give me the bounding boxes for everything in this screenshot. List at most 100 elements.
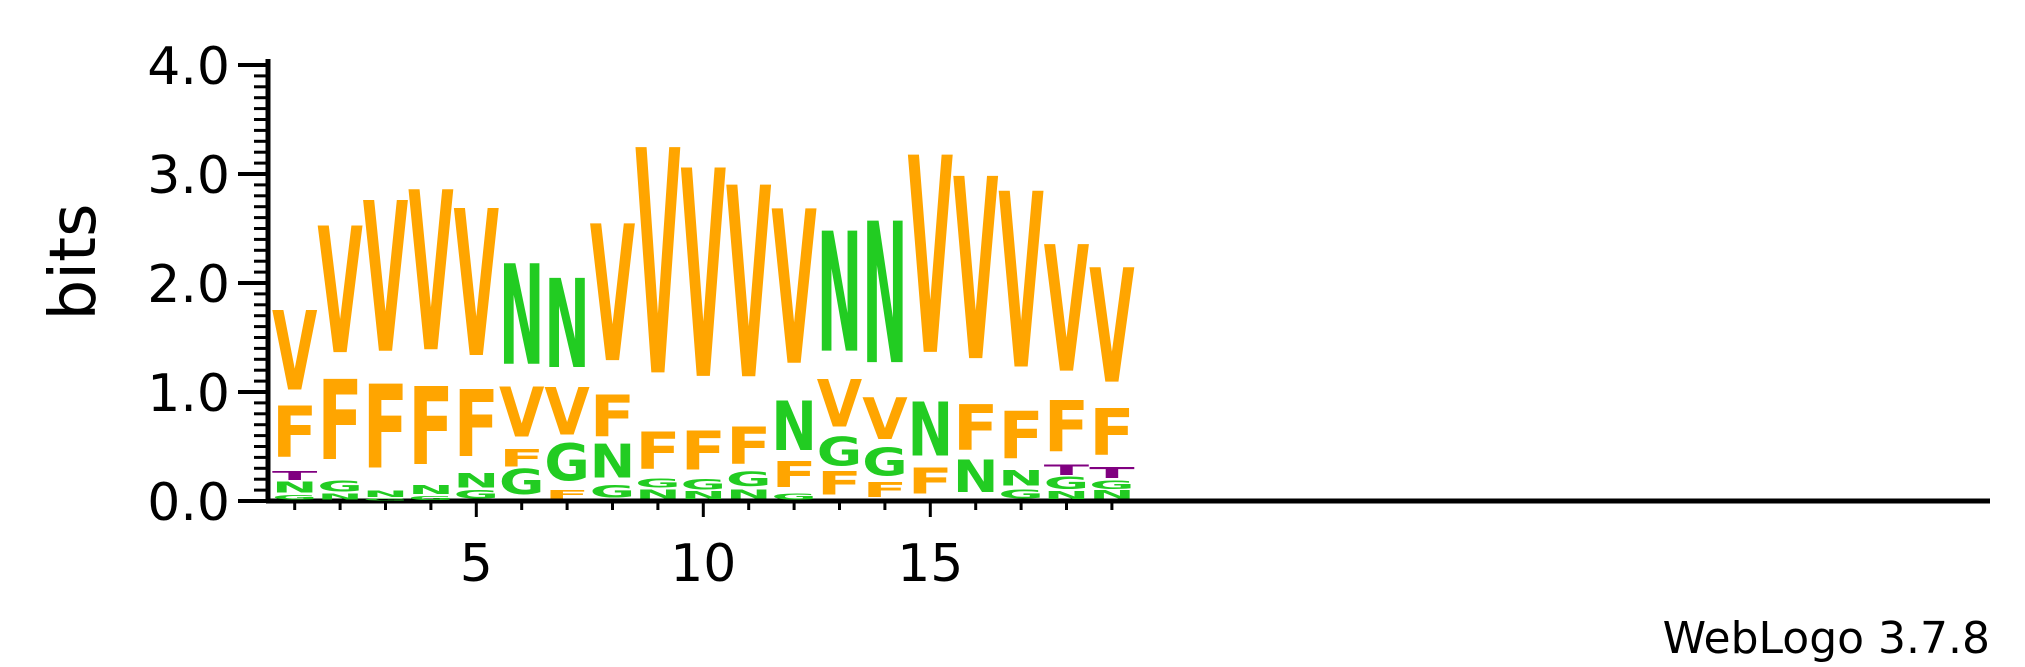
logo-letter-n: N (544, 254, 589, 396)
logo-letter-n: N (953, 450, 998, 502)
logo-letter-v: V (317, 191, 362, 393)
logo-letter-f: F (363, 362, 408, 495)
logo-letter-n: N (408, 482, 453, 497)
logo-letter-n: N (499, 236, 544, 397)
logo-letter-g: G (771, 492, 816, 501)
logo-letter-g: G (544, 434, 589, 493)
logo-letter-f: F (681, 420, 726, 482)
logo-letter-n: N (590, 434, 635, 488)
logo-letter-f: F (862, 478, 907, 502)
logo-stack: FNV (908, 102, 953, 503)
logo-letter-v: V (817, 366, 862, 443)
weblogo-credit: WebLogo 3.7.8 (1663, 613, 1990, 664)
y-axis-title: bits (37, 204, 111, 321)
x-tick-label: 5 (460, 534, 493, 594)
logo-letter-n: N (681, 490, 726, 502)
logo-letter-f: F (1089, 397, 1134, 470)
logo-letter-g: G (681, 477, 726, 493)
logo-letter-v: V (998, 144, 1043, 424)
logo-letter-g: G (363, 498, 408, 501)
logo-letter-v: V (862, 386, 907, 453)
logo-letter-v: V (499, 374, 545, 454)
logo-letter-f: F (726, 416, 771, 475)
logo-letter-n: N (908, 388, 953, 474)
logo-letter-f: F (998, 398, 1043, 474)
logo-letter-n: N (317, 493, 362, 502)
logo-stack: NFV (953, 125, 998, 502)
logo-letter-g: G (408, 495, 453, 501)
logo-letter-v: V (544, 373, 589, 450)
logo-letter-v: V (408, 146, 453, 401)
logo-letter-v: V (363, 159, 408, 400)
y-tick-label: 4.0 (147, 37, 230, 97)
logo-letter-g: G (1044, 473, 1089, 493)
logo-stacks: GNTFVNGFVGNFVGNFVGNFVGFVNFGVNGNFVNGFVNGF… (272, 87, 1135, 502)
logo-letter-v: V (272, 289, 318, 416)
logo-letter-g: G (272, 494, 317, 501)
logo-letter-n: N (635, 487, 680, 502)
x-tick-label: 15 (897, 534, 963, 594)
logo-letter-v: V (771, 166, 816, 413)
logo-letter-n: N (454, 469, 499, 492)
logo-letter-g: G (499, 462, 544, 502)
logo-letter-v: V (726, 132, 771, 438)
y-axis: 0.0 1.0 2.0 3.0 4.0 (147, 37, 271, 533)
x-axis: 5 10 15 (266, 498, 1990, 594)
logo-letter-f: F (499, 444, 544, 472)
logo-letter-v: V (953, 125, 998, 417)
logo-letter-g: G (317, 477, 362, 495)
logo-letter-t: T (1044, 462, 1090, 478)
logo-letter-f: F (635, 421, 680, 480)
logo-letter-f: F (317, 358, 362, 485)
logo-letter-n: N (1044, 490, 1089, 502)
logo-letter-v: V (1044, 210, 1089, 412)
logo-letter-f: F (953, 393, 998, 466)
x-tick-label: 10 (670, 534, 736, 594)
logo-letter-v: V (635, 87, 680, 445)
logo-letter-n: N (363, 489, 408, 499)
y-tick-label: 0.0 (147, 473, 230, 533)
logo-letter-g: G (817, 429, 862, 475)
logo-letter-n: N (272, 479, 317, 497)
logo-letter-v: V (908, 102, 953, 417)
logo-letter-n: N (1089, 488, 1134, 501)
logo-letter-n: N (817, 198, 862, 390)
logo-letter-g: G (1089, 478, 1134, 491)
logo-letter-v: V (1089, 236, 1135, 419)
logo-letter-g: G (998, 487, 1043, 502)
logo-letter-f: F (908, 460, 953, 502)
logo-letter-g: G (635, 476, 680, 491)
logo-letter-f: F (408, 365, 453, 490)
logo-letter-f: F (817, 466, 862, 503)
y-tick-label: 1.0 (147, 364, 230, 424)
y-tick-label: 2.0 (147, 255, 230, 315)
logo-letter-f: F (590, 382, 635, 449)
logo-letter-g: G (726, 469, 771, 491)
logo-letter-v: V (590, 186, 635, 405)
logo-letter-f: F (272, 394, 317, 475)
logo-letter-t: T (272, 468, 318, 483)
logo-letter-n: N (726, 487, 771, 502)
logo-letter-t: T (1089, 464, 1134, 482)
logo-letter-v: V (454, 169, 499, 404)
logo-letter-f: F (454, 371, 499, 478)
logo-letter-f: F (1044, 388, 1089, 469)
logo-letter-f: F (771, 454, 816, 496)
